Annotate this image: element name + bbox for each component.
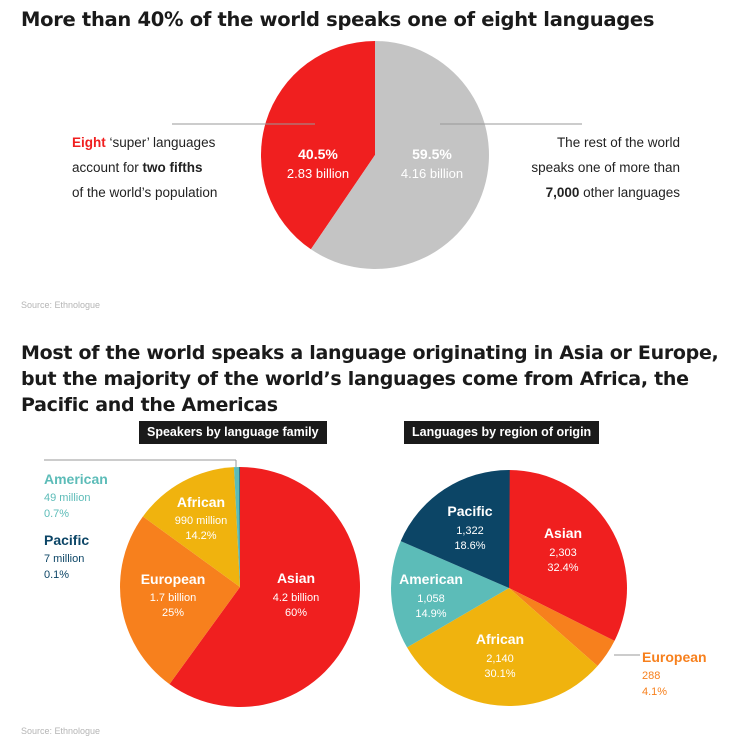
- pie2-slice-pacific: [239, 466, 240, 587]
- pie2-african-percent: 14.2%: [185, 530, 216, 542]
- pie3-african-percent: 30.1%: [484, 668, 515, 680]
- chart1-title: More than 40% of the world speaks one of…: [21, 8, 655, 31]
- ann-right-line1: The rest of the world: [556, 135, 680, 150]
- pie1-label-percent-grey: 59.5%: [412, 146, 452, 162]
- pie3-slice-american: [390, 541, 509, 648]
- pie3-european-name: European: [642, 649, 707, 665]
- pie3-asian-value: 2,303: [549, 547, 577, 559]
- pie1-label-value-grey: 4.16 billion: [401, 166, 463, 181]
- pie3-asian-name: Asian: [544, 525, 582, 541]
- ann-left-line2-prefix: account for: [72, 160, 143, 175]
- pie2-slice-african: [142, 467, 240, 587]
- pie2-european-value: 1.7 billion: [150, 592, 196, 604]
- pie2-asian-percent: 60%: [285, 607, 307, 619]
- pie1-slice-slice1: [310, 41, 489, 269]
- pie3-african-value: 2,140: [486, 653, 514, 665]
- right-annotation: The rest of the world speaks one of more…: [480, 130, 680, 205]
- left-annotation: Eight ‘super’ languages account for two …: [72, 130, 272, 205]
- ann-right-line3-rest: other languages: [579, 185, 680, 200]
- pie3-slice-pacific: [400, 469, 510, 588]
- pie3-slice-african: [407, 588, 598, 706]
- pie2-european-name: European: [141, 571, 206, 587]
- two-fifths-bold: two fifths: [142, 160, 203, 175]
- pie2-asian-value: 4.2 billion: [273, 592, 319, 604]
- pie2-american-name: American: [44, 471, 108, 487]
- source-1: Source: Ethnologue: [21, 300, 101, 310]
- source-2: Source: Ethnologue: [21, 726, 101, 736]
- pie2-pacific-value: 7 million: [44, 553, 84, 565]
- pie3-slice-european: [509, 588, 615, 667]
- pie3-asian-percent: 32.4%: [547, 562, 578, 574]
- pie1-slice-slice0: [260, 41, 375, 250]
- pie3-american-name: American: [399, 571, 463, 587]
- pie2-american-percent: 0.7%: [44, 508, 69, 520]
- pie3-slice-asian: [509, 470, 627, 641]
- chart2-title: Most of the world speaks a language orig…: [21, 342, 719, 416]
- pie3-pacific-percent: 18.6%: [454, 540, 485, 552]
- ann-left-line1: ‘super’ languages: [105, 135, 216, 150]
- eight-highlight: Eight: [72, 135, 106, 150]
- pie1-label-value-red: 2.83 billion: [287, 166, 349, 181]
- pie2-pacific-name: Pacific: [44, 532, 89, 548]
- pie2-american-value: 49 million: [44, 492, 90, 504]
- pie2-asian-name: Asian: [277, 570, 315, 586]
- ann-left-line3: of the world’s population: [72, 185, 218, 200]
- pie3-european-percent: 4.1%: [642, 686, 667, 698]
- pie3-african-name: African: [476, 631, 524, 647]
- pie3-european-value: 288: [642, 670, 660, 682]
- pie3-pacific-name: Pacific: [447, 503, 492, 519]
- pie2-pacific-percent: 0.1%: [44, 569, 69, 581]
- pie1-label-percent-red: 40.5%: [298, 146, 338, 162]
- pie2-slice-asian: [169, 467, 361, 708]
- pie2-slice-american: [233, 467, 240, 587]
- seven-thousand-bold: 7,000: [545, 185, 580, 200]
- left-pie-header: Speakers by language family: [139, 421, 327, 444]
- pie3-american-value: 1,058: [417, 593, 445, 605]
- pie2-european-percent: 25%: [162, 607, 184, 619]
- pie3-pacific-value: 1,322: [456, 525, 484, 537]
- right-pie-header: Languages by region of origin: [404, 421, 600, 444]
- pie2-african-value: 990 million: [175, 515, 228, 527]
- ann-right-line2: speaks one of more than: [531, 160, 680, 175]
- pie2-african-name: African: [177, 494, 225, 510]
- pie3-american-percent: 14.9%: [415, 608, 446, 620]
- pie2-slice-european: [120, 516, 240, 685]
